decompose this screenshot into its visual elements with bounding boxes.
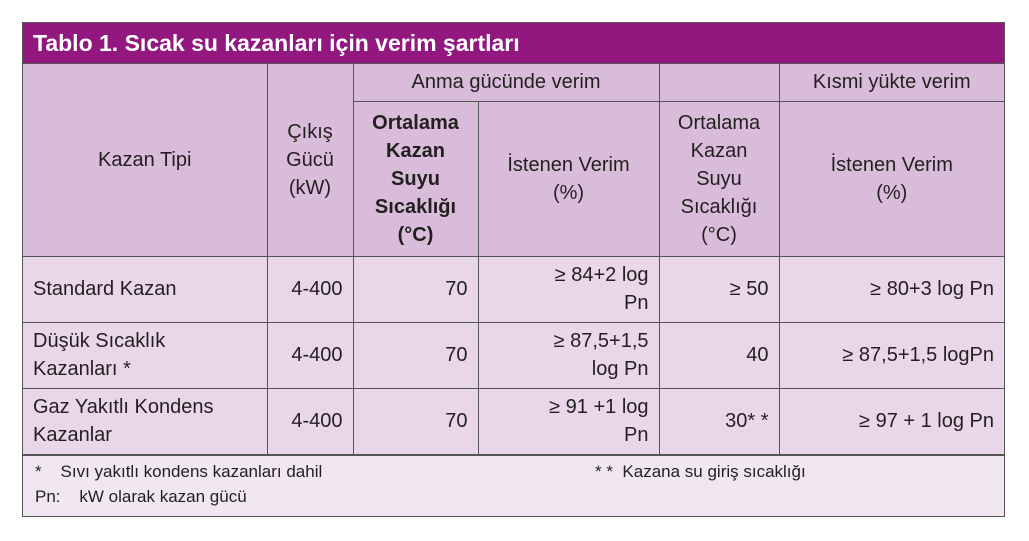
header-line: Sıcaklığı — [680, 195, 758, 218]
cell-guc: 4-400 — [266, 387, 354, 455]
cell-line: ≥ 84+2 log — [554, 264, 649, 286]
cell-line: Standard Kazan — [33, 278, 177, 300]
header-empty — [658, 64, 780, 102]
header-line: Çıkış — [287, 120, 333, 143]
header-line: Kazan — [386, 139, 445, 162]
cell-sicaklik-anma: 70 — [352, 387, 479, 455]
header-line: (kW) — [288, 176, 332, 199]
header-line: (%) — [876, 181, 908, 204]
cell-line: Düşük Sıcaklık — [33, 330, 166, 352]
header-istenen-verim-kismi: İstenen Verim (%) — [778, 100, 1005, 257]
cell-line: ≥ 91 +1 log — [549, 396, 649, 418]
cell-kazan-tipi: Gaz Yakıtlı Kondens Kazanlar — [23, 387, 268, 455]
cell-sicaklik-anma: 70 — [352, 255, 479, 323]
cell-verim-kismi: ≥ 97 + 1 log Pn — [778, 387, 1005, 455]
cell-verim-kismi: ≥ 87,5+1,5 logPn — [778, 321, 1005, 389]
table-title: Tablo 1. Sıcak su kazanları için verim ş… — [23, 23, 1004, 64]
table-row: Gaz Yakıtlı Kondens Kazanlar 4-400 70 ≥ 9… — [23, 387, 1005, 455]
cell-kazan-tipi: Standard Kazan — [23, 255, 268, 323]
cell-verim-kismi: ≥ 80+3 log Pn — [778, 255, 1005, 323]
header-cikis-gucu: Çıkış Gücü (kW) — [266, 64, 354, 257]
table-row: Standard Kazan 4-400 70 ≥ 84+2 log Pn ≥ 5… — [23, 255, 1005, 323]
footnote-1: * Sıvı yakıtlı kondens kazanları dahil — [35, 461, 323, 481]
data-table: Kazan Tipi Çıkış Gücü (kW) Anma gücünde ve… — [23, 64, 1005, 455]
header-line: Suyu — [696, 167, 742, 190]
cell-line: log Pn — [591, 358, 649, 380]
header-line: Kazan — [690, 139, 748, 162]
header-anma: Anma gücünde verim — [352, 64, 660, 102]
header-line: İstenen Verim — [507, 153, 630, 176]
header-line: Gücü — [286, 148, 334, 171]
cell-sicaklik-kismi: 30* * — [658, 387, 780, 455]
cell-line: Kazanlar — [33, 424, 112, 446]
header-line: Suyu — [391, 167, 440, 190]
cell-verim-anma: ≥ 87,5+1,5 log Pn — [477, 321, 660, 389]
cell-verim-anma: ≥ 84+2 log Pn — [477, 255, 660, 323]
cell-sicaklik-anma: 70 — [352, 321, 479, 389]
cell-sicaklik-kismi: 40 — [658, 321, 780, 389]
cell-line: Kazanları * — [33, 358, 131, 380]
header-istenen-verim-anma: İstenen Verim (%) — [477, 100, 660, 257]
header-ort-sicaklik-kismi: Ortalama Kazan Suyu Sıcaklığı (°C) — [658, 100, 780, 257]
header-line: (°C) — [397, 223, 434, 246]
cell-kazan-tipi: Düşük Sıcaklık Kazanları * — [23, 321, 268, 389]
header-line: Ortalama — [677, 111, 761, 134]
cell-guc: 4-400 — [266, 255, 354, 323]
cell-guc: 4-400 — [266, 321, 354, 389]
cell-line: Pn — [624, 424, 649, 446]
cell-line: ≥ 87,5+1,5 — [553, 330, 649, 352]
cell-sicaklik-kismi: ≥ 50 — [658, 255, 780, 323]
table-footnotes: * Sıvı yakıtlı kondens kazanları dahil *… — [23, 454, 1004, 516]
header-line: Ortalama — [372, 111, 459, 134]
header-ort-sicaklik-anma: Ortalama Kazan Suyu Sıcaklığı (°C) — [353, 100, 479, 257]
header-line: İstenen Verim — [830, 153, 953, 176]
cell-line: Pn — [624, 292, 649, 314]
header-kismi: Kısmi yükte verim — [778, 64, 1005, 102]
cell-verim-anma: ≥ 91 +1 log Pn — [477, 387, 660, 455]
header-line: (%) — [552, 181, 585, 204]
header-kazan-tipi: Kazan Tipi — [23, 64, 268, 257]
header-line: (°C) — [701, 223, 737, 246]
cell-line: Gaz Yakıtlı Kondens — [33, 396, 214, 418]
header-line: Sıcaklığı — [374, 195, 457, 218]
footnote-2: * * Kazana su giriş sıcaklığı — [595, 461, 806, 481]
table-row: Düşük Sıcaklık Kazanları * 4-400 70 ≥ 87,… — [23, 321, 1005, 389]
footnote-3: Pn: kW olarak kazan gücü — [35, 486, 247, 506]
efficiency-table: Tablo 1. Sıcak su kazanları için verim ş… — [22, 22, 1005, 517]
